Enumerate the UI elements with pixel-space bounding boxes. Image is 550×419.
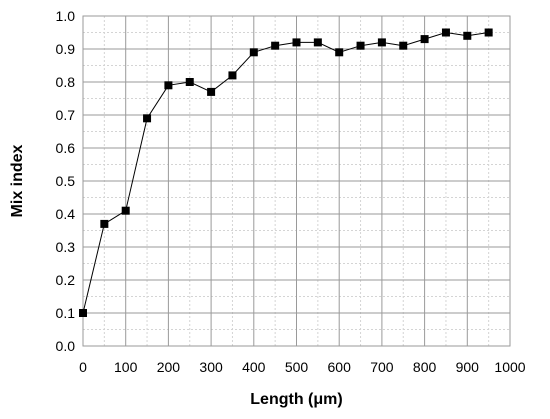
data-point-marker	[484, 28, 493, 37]
x-tick-label: 300	[199, 359, 223, 375]
data-point-marker	[121, 206, 130, 215]
y-tick-label: 0.5	[56, 173, 76, 189]
data-point-marker	[143, 114, 152, 123]
data-point-marker	[271, 41, 280, 50]
data-point-marker	[420, 35, 429, 44]
y-tick-label: 0.3	[56, 239, 76, 255]
data-point-marker	[377, 38, 386, 47]
data-point-marker	[164, 81, 173, 90]
x-tick-label: 500	[285, 359, 309, 375]
y-tick-label: 0.7	[56, 107, 76, 123]
data-point-marker	[356, 41, 365, 50]
x-tick-label: 900	[456, 359, 480, 375]
y-tick-label: 0.0	[56, 338, 76, 354]
x-tick-label: 200	[157, 359, 181, 375]
y-tick-label: 0.1	[56, 305, 76, 321]
y-axis-title: Mix index	[9, 144, 26, 217]
x-tick-label: 100	[114, 359, 138, 375]
y-tick-label: 0.9	[56, 41, 76, 57]
data-point-marker	[185, 78, 194, 86]
data-point-marker	[313, 38, 322, 47]
series-layer	[79, 28, 493, 317]
y-tick-label: 0.4	[56, 206, 76, 222]
series-line	[82, 31, 489, 314]
x-tick-label: 400	[242, 359, 266, 375]
y-tick-label: 0.6	[56, 140, 76, 156]
x-axis-title: Length (μm)	[250, 391, 342, 408]
x-tick-label: 600	[328, 359, 352, 375]
data-point-marker	[79, 309, 87, 317]
data-point-marker	[228, 71, 237, 80]
x-tick-label: 800	[413, 359, 437, 375]
x-tick-label: 1000	[494, 359, 525, 375]
x-tick-label: 700	[370, 359, 394, 375]
y-tick-label: 1.0	[56, 8, 76, 24]
data-point-marker	[463, 31, 472, 40]
data-point-marker	[207, 87, 216, 96]
data-point-marker	[399, 41, 408, 50]
data-point-marker	[249, 48, 258, 57]
plot-frame	[82, 15, 511, 347]
x-axis-ticks: 0 100 200 300 400 500 600 700 800 900 1000	[79, 359, 526, 375]
y-tick-label: 0.2	[56, 272, 76, 288]
data-point-marker	[292, 38, 301, 47]
y-tick-label: 0.8	[56, 74, 76, 90]
y-axis-ticks: 0.0 0.1 0.2 0.3 0.4 0.5 0.6 0.7 0.8 0.9 1.0	[56, 8, 76, 354]
data-point-marker	[441, 28, 450, 37]
x-tick-label: 0	[79, 359, 87, 375]
data-point-marker	[335, 48, 344, 57]
data-point-marker	[100, 219, 109, 228]
